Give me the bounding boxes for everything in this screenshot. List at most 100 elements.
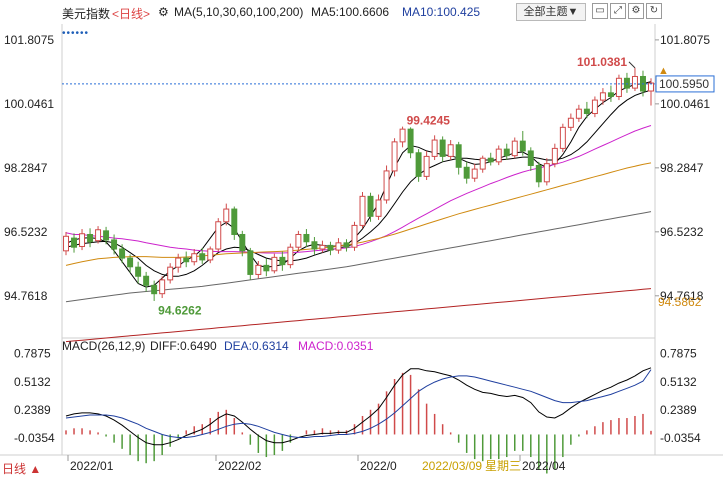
candle-body — [207, 248, 214, 261]
candle-body — [199, 253, 206, 261]
candle-body — [303, 233, 310, 243]
x-axis-labels: 2022/01 2022/02 2022/0 2022/04 2022/03/09 星期三 — [67, 455, 566, 473]
price-tick-label-right: 94.7618 — [660, 289, 704, 303]
fullscreen-icon[interactable]: ⤢ — [610, 3, 626, 19]
candle-body — [399, 128, 406, 143]
mid-high-annotation: 99.4245 — [407, 113, 451, 127]
ma-line-ma60 — [65, 162, 652, 266]
diff-value: DIFF:0.6490 — [150, 339, 217, 353]
ma-line-ma30 — [65, 125, 652, 254]
candle-body — [631, 75, 638, 89]
price-tick-label-right: 96.5232 — [660, 225, 704, 239]
dea-line — [65, 369, 652, 438]
ma-label: MA(5,10,30,60,100,200) — [174, 5, 304, 19]
candle-body — [551, 147, 558, 165]
candle-body — [343, 242, 350, 248]
macd-tick-left: -0.0354 — [14, 431, 55, 445]
ma-line-ma5 — [65, 81, 652, 288]
candle-body — [519, 140, 526, 152]
candle-body — [383, 170, 390, 201]
candle-body — [503, 148, 510, 157]
candle-body — [511, 140, 518, 157]
zoom-out-icon[interactable]: ▭ — [592, 3, 608, 19]
macd-value: MACD:0.0351 — [298, 339, 374, 353]
theme-dropdown-button[interactable]: 全部主题▼ — [516, 3, 586, 21]
candle-body — [159, 279, 166, 295]
candle-body — [455, 144, 462, 168]
candle-body — [183, 257, 190, 263]
x-tick-label: 2022/01 — [70, 459, 114, 473]
price-tick-label-right: 100.0461 — [660, 97, 710, 111]
candle-body — [247, 250, 254, 275]
candle-body — [495, 148, 502, 163]
candle-body — [407, 128, 414, 154]
macd-tick-right: 0.2389 — [660, 403, 697, 417]
settings-icon[interactable]: ⚙ — [628, 3, 644, 19]
period-switch-button[interactable]: 日线 ▲ — [2, 462, 42, 476]
candle-body — [575, 108, 582, 119]
candle-body — [559, 126, 566, 149]
period-tag[interactable]: <日线> — [112, 7, 151, 21]
candle-body — [87, 233, 94, 243]
candle-body — [543, 163, 550, 183]
candle-body — [255, 264, 262, 275]
candle-body — [143, 275, 150, 286]
macd-title: MACD(26,12,9) — [62, 339, 145, 353]
diff-line — [65, 367, 652, 446]
price-tick-label-right: 101.8075 — [660, 33, 710, 47]
candle-body — [583, 108, 590, 115]
price-tick-label-left: 96.5232 — [4, 225, 48, 239]
candle-body — [447, 144, 454, 157]
price-axis-labels: 101.8075 101.8075 100.0461 100.0461 98.2847 9… — [4, 33, 715, 309]
candle-body — [239, 233, 246, 252]
macd-tick-left: 0.5132 — [14, 375, 51, 389]
candle-body — [79, 233, 86, 247]
price-tick-label-left: 100.0461 — [4, 97, 54, 111]
candle-body — [415, 152, 422, 177]
macd-tick-right: -0.0354 — [660, 431, 701, 445]
candle-body — [135, 266, 142, 277]
candle-body — [375, 199, 382, 217]
candle-body — [215, 221, 222, 250]
candle-body — [439, 139, 446, 157]
candle-body — [287, 246, 294, 266]
candle-body — [175, 257, 182, 268]
price-tick-label-right: 98.2847 — [660, 161, 704, 175]
candle-body — [271, 256, 278, 272]
crosshair-date: 2022/03/09 — [422, 459, 482, 473]
ma-line-ma10 — [65, 89, 652, 277]
crosshair-weekday: 星期三 — [485, 459, 521, 473]
price-tick-label-left: 94.7618 — [4, 289, 48, 303]
candle-body — [231, 208, 238, 235]
candle-body — [319, 244, 326, 250]
candle-body — [335, 242, 342, 251]
refresh-icon[interactable]: ↻ — [646, 3, 662, 19]
x-tick-label: 2022/0 — [360, 459, 397, 473]
last-price-label: 100.5950 — [659, 77, 709, 91]
macd-tick-left: 0.7875 — [14, 347, 51, 361]
price-grid — [655, 39, 659, 297]
candles: 101.0381 99.4245 94.6262 — [62, 55, 655, 318]
last-price-marker-icon: ▲ — [658, 65, 669, 77]
macd-panel: MACD(26,12,9) DIFF:0.6490 DEA:0.6314 MACD:0… — [14, 339, 701, 474]
ma-settings-icon[interactable]: ⚙ — [158, 5, 169, 19]
x-tick-label: 2022/02 — [218, 459, 262, 473]
candle-body — [151, 284, 158, 295]
candle-body — [527, 150, 534, 166]
high-annotation-pointer — [628, 61, 636, 69]
candle-body — [327, 244, 334, 251]
candle-body — [263, 264, 270, 272]
macd-tick-left: 0.2389 — [14, 403, 51, 417]
drag-handle-dots[interactable]: •••••• — [62, 28, 90, 39]
candle-body — [279, 256, 286, 266]
candle-body — [359, 195, 366, 226]
symbol-name: 美元指数 — [62, 7, 111, 21]
candle-body — [607, 92, 614, 97]
candle-body — [119, 248, 126, 259]
candle-body — [223, 208, 230, 223]
candle-body — [111, 239, 118, 250]
candle-body — [351, 224, 358, 248]
macd-tick-right: 0.7875 — [660, 347, 697, 361]
candle-body — [615, 77, 622, 97]
candle-body — [431, 139, 438, 157]
